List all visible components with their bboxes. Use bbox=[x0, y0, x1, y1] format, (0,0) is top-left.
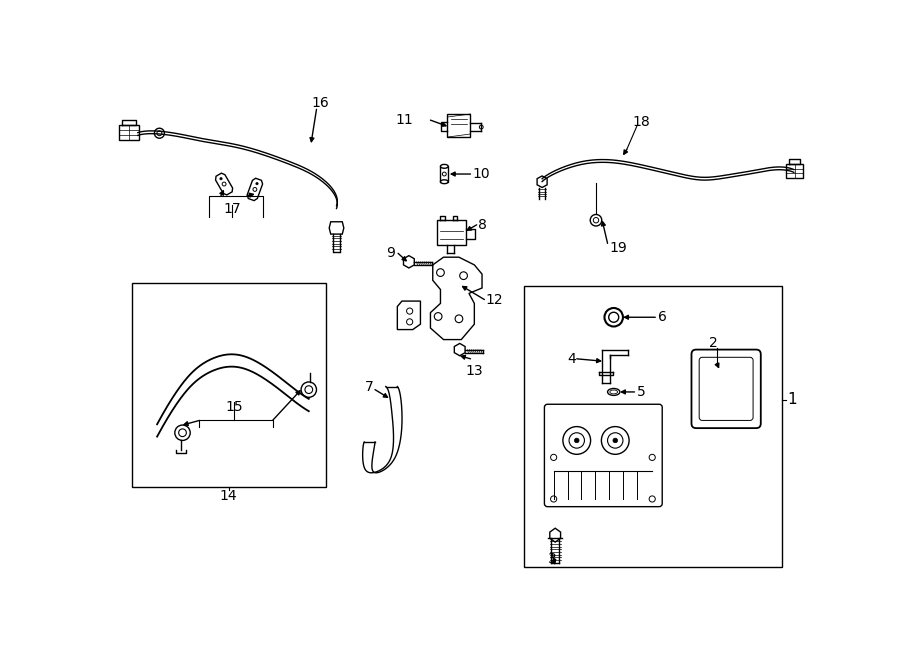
Circle shape bbox=[649, 454, 655, 461]
Circle shape bbox=[436, 269, 445, 276]
Circle shape bbox=[562, 426, 590, 454]
Circle shape bbox=[574, 438, 579, 443]
Circle shape bbox=[175, 425, 190, 440]
Polygon shape bbox=[248, 178, 263, 200]
Text: 1: 1 bbox=[788, 392, 797, 407]
Circle shape bbox=[649, 496, 655, 502]
Bar bbox=[440, 167, 448, 182]
Circle shape bbox=[435, 313, 442, 321]
Circle shape bbox=[480, 125, 483, 129]
Circle shape bbox=[551, 496, 557, 502]
Circle shape bbox=[455, 315, 463, 323]
Polygon shape bbox=[403, 256, 414, 268]
Circle shape bbox=[601, 426, 629, 454]
Circle shape bbox=[155, 128, 165, 138]
Polygon shape bbox=[454, 344, 465, 356]
Ellipse shape bbox=[440, 180, 448, 184]
Text: 12: 12 bbox=[486, 293, 503, 307]
Circle shape bbox=[551, 454, 557, 461]
Bar bbox=[436, 220, 466, 245]
Polygon shape bbox=[329, 222, 344, 234]
Ellipse shape bbox=[440, 165, 448, 169]
Circle shape bbox=[302, 382, 317, 397]
Circle shape bbox=[590, 214, 602, 226]
Bar bbox=[787, 164, 803, 178]
Text: 14: 14 bbox=[220, 489, 238, 503]
Text: 11: 11 bbox=[396, 113, 414, 127]
Text: 8: 8 bbox=[478, 218, 487, 232]
Bar bbox=[447, 114, 471, 137]
Text: 15: 15 bbox=[225, 401, 243, 414]
Polygon shape bbox=[430, 257, 482, 340]
FancyBboxPatch shape bbox=[544, 405, 662, 507]
Circle shape bbox=[220, 178, 222, 180]
Circle shape bbox=[608, 312, 618, 323]
Text: 18: 18 bbox=[632, 114, 650, 129]
FancyBboxPatch shape bbox=[691, 350, 760, 428]
Bar bbox=[525, 286, 782, 566]
Text: 9: 9 bbox=[386, 247, 395, 260]
Bar bbox=[131, 283, 326, 486]
Bar bbox=[120, 125, 140, 140]
Circle shape bbox=[407, 319, 413, 325]
Circle shape bbox=[443, 172, 446, 176]
Polygon shape bbox=[397, 301, 420, 330]
Circle shape bbox=[253, 188, 256, 191]
Circle shape bbox=[256, 182, 258, 185]
Circle shape bbox=[407, 308, 413, 314]
Circle shape bbox=[460, 272, 467, 280]
Circle shape bbox=[222, 182, 226, 186]
Text: 5: 5 bbox=[637, 385, 645, 399]
Circle shape bbox=[605, 308, 623, 327]
Polygon shape bbox=[216, 173, 232, 195]
Ellipse shape bbox=[608, 389, 620, 395]
Text: 19: 19 bbox=[609, 241, 626, 255]
Circle shape bbox=[613, 438, 617, 443]
Text: 2: 2 bbox=[709, 336, 718, 350]
Text: 10: 10 bbox=[472, 167, 490, 181]
Text: 13: 13 bbox=[465, 364, 482, 378]
Text: 3: 3 bbox=[548, 552, 556, 566]
Text: 6: 6 bbox=[658, 310, 667, 325]
Polygon shape bbox=[550, 528, 561, 542]
Text: 17: 17 bbox=[223, 202, 240, 216]
Text: 4: 4 bbox=[568, 352, 576, 366]
Text: 16: 16 bbox=[311, 97, 328, 110]
Text: 7: 7 bbox=[365, 379, 374, 393]
Polygon shape bbox=[537, 176, 547, 188]
